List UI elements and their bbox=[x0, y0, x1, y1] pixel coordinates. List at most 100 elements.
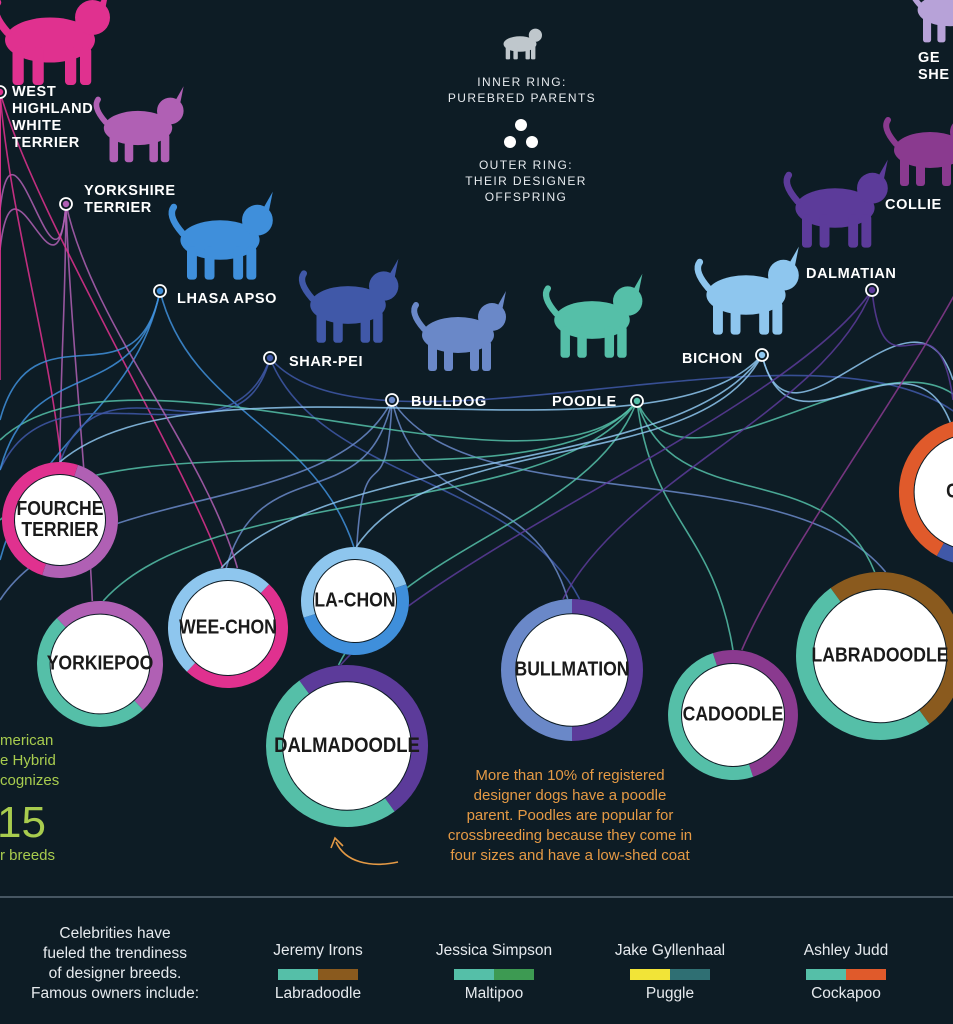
ring-segment bbox=[571, 599, 643, 741]
hybrid-label-labradoodle: LABRADOODLE bbox=[811, 644, 949, 667]
connection-line bbox=[59, 354, 763, 463]
connection-line bbox=[220, 354, 763, 569]
celebrity-name: Jessica Simpson bbox=[435, 942, 553, 959]
hybrid-ring-dalmadoodle bbox=[266, 665, 428, 827]
bichon-silhouette bbox=[694, 246, 799, 335]
hybrid-ring-fourche bbox=[2, 462, 118, 578]
connection-line bbox=[0, 290, 161, 471]
hybrid-ring-cadoodle bbox=[668, 650, 798, 780]
hybrid-ring-lachon bbox=[301, 547, 409, 655]
celebrity-dog-swatch bbox=[278, 969, 318, 980]
purebred-label-shepherd: GE SHE bbox=[918, 50, 950, 83]
hybrid-ring-cockapoo bbox=[899, 421, 953, 563]
celebrity-dog: Cockapoo bbox=[811, 985, 881, 1002]
connection-line bbox=[391, 399, 887, 573]
celebrity-dog-swatch bbox=[806, 969, 846, 980]
connection-lines bbox=[0, 91, 953, 666]
purebred-label-yorkie: YORKSHIRE TERRIER bbox=[84, 183, 176, 216]
connection-line bbox=[59, 203, 67, 463]
stat-line-3: cognizes bbox=[0, 772, 60, 789]
ring-center bbox=[914, 437, 953, 547]
connection-line bbox=[636, 381, 953, 439]
purebred-label-sharpei: SHAR-PEI bbox=[289, 354, 364, 370]
purebred-label-westie: WEST HIGHLAND WHITE TERRIER bbox=[12, 84, 94, 151]
ring-center bbox=[682, 664, 784, 766]
purebred-label-collie: COLLIE bbox=[885, 197, 942, 213]
note-arrow bbox=[335, 841, 399, 865]
stat-line-2: e Hybrid bbox=[0, 752, 56, 769]
ring-segment bbox=[168, 568, 270, 672]
dalmatian-silhouette bbox=[783, 159, 888, 248]
ring-center bbox=[181, 581, 275, 675]
connection-line bbox=[159, 290, 355, 548]
legend-art bbox=[503, 28, 542, 148]
purebred-label-poodle: POODLE bbox=[552, 394, 617, 410]
stat-number: 15 bbox=[0, 798, 46, 847]
hybrid-ring-yorkiepoo bbox=[37, 601, 163, 727]
connection-line bbox=[0, 399, 638, 442]
stat-line-1: merican bbox=[0, 732, 54, 749]
collie-silhouette bbox=[883, 117, 953, 186]
celebrity-dog-swatch bbox=[630, 969, 670, 980]
hybrid-label-cockapoo: COCK bbox=[946, 481, 953, 503]
connection-line bbox=[562, 289, 873, 600]
connection-line bbox=[391, 399, 569, 600]
hybrid-ring-labradoodle bbox=[796, 572, 953, 740]
note-arrow-head bbox=[330, 836, 344, 849]
legend-outer-ring-text: OUTER RING: THEIR DESIGNER OFFSPRING bbox=[465, 158, 587, 204]
connection-line bbox=[0, 91, 63, 463]
hybrid-rings bbox=[2, 421, 953, 827]
purebred-label-dalmatian: DALMATIAN bbox=[806, 266, 897, 282]
hybrid-ring-weechon bbox=[168, 568, 288, 688]
bulldog-silhouette bbox=[411, 291, 506, 371]
purebred-label-bichon: BICHON bbox=[682, 351, 743, 367]
celebrity-dog-swatch bbox=[494, 969, 534, 980]
ring-segment bbox=[2, 462, 78, 576]
connection-line bbox=[761, 354, 953, 431]
connection-line bbox=[0, 91, 224, 569]
ring-segment bbox=[668, 653, 754, 780]
connection-line bbox=[636, 400, 734, 651]
purebred-nodes bbox=[0, 85, 879, 408]
connection-line bbox=[741, 295, 953, 651]
poodle-note: More than 10% of registered designer dog… bbox=[447, 767, 693, 864]
connection-line bbox=[0, 290, 161, 421]
hybrid-label-dalmadoodle: DALMADOODLE bbox=[274, 734, 420, 757]
german-shepherd-silhouette bbox=[912, 0, 953, 43]
celebrity-dog-swatch bbox=[846, 969, 886, 980]
celebrity-dog-swatch bbox=[454, 969, 494, 980]
ring-segment bbox=[266, 680, 395, 827]
hybrid-label-bullmation: BULLMATION bbox=[514, 658, 630, 681]
yorkshire-terrier-silhouette bbox=[93, 86, 184, 163]
west-highland-terrier-silhouette bbox=[0, 0, 110, 85]
hybrid-label-lachon: LA-CHON bbox=[314, 589, 396, 612]
ring-segment bbox=[501, 599, 573, 741]
shar-pei-silhouette bbox=[298, 258, 399, 343]
connection-line bbox=[59, 357, 271, 463]
ring-center bbox=[50, 614, 150, 714]
ring-center bbox=[15, 475, 105, 565]
connection-line bbox=[65, 203, 239, 569]
connection-line bbox=[355, 354, 763, 548]
three-dots-icon bbox=[504, 119, 538, 148]
connection-line bbox=[871, 289, 953, 401]
hybrid-label-cadoodle: CADOODLE bbox=[682, 703, 784, 726]
ring-segment bbox=[56, 601, 163, 710]
celebrities-intro: Celebrities have fueled the trendiness o… bbox=[31, 925, 199, 1002]
celebrity-dog: Labradoodle bbox=[274, 985, 362, 1002]
lhasa-apso-silhouette bbox=[168, 191, 273, 280]
purebred-label-lhasa: LHASA APSO bbox=[177, 291, 277, 307]
celebrity-name: Ashley Judd bbox=[803, 942, 889, 959]
connection-line bbox=[636, 400, 876, 573]
celebrity-dog: Maltipoo bbox=[464, 985, 524, 1002]
celebrity-name: Jeremy Irons bbox=[273, 942, 363, 959]
hybrid-label-yorkiepoo: YORKIEPOO bbox=[46, 652, 154, 675]
ring-center bbox=[283, 682, 411, 810]
connection-line bbox=[0, 357, 271, 471]
ring-segment bbox=[37, 618, 144, 727]
legend-inner-ring-text: INNER RING: PUREBRED PARENTS bbox=[447, 75, 597, 105]
purebred-label-bulldog: BULLDOG bbox=[411, 394, 487, 410]
poodle-silhouette bbox=[542, 273, 643, 358]
celebrity-dog-swatch bbox=[670, 969, 710, 980]
